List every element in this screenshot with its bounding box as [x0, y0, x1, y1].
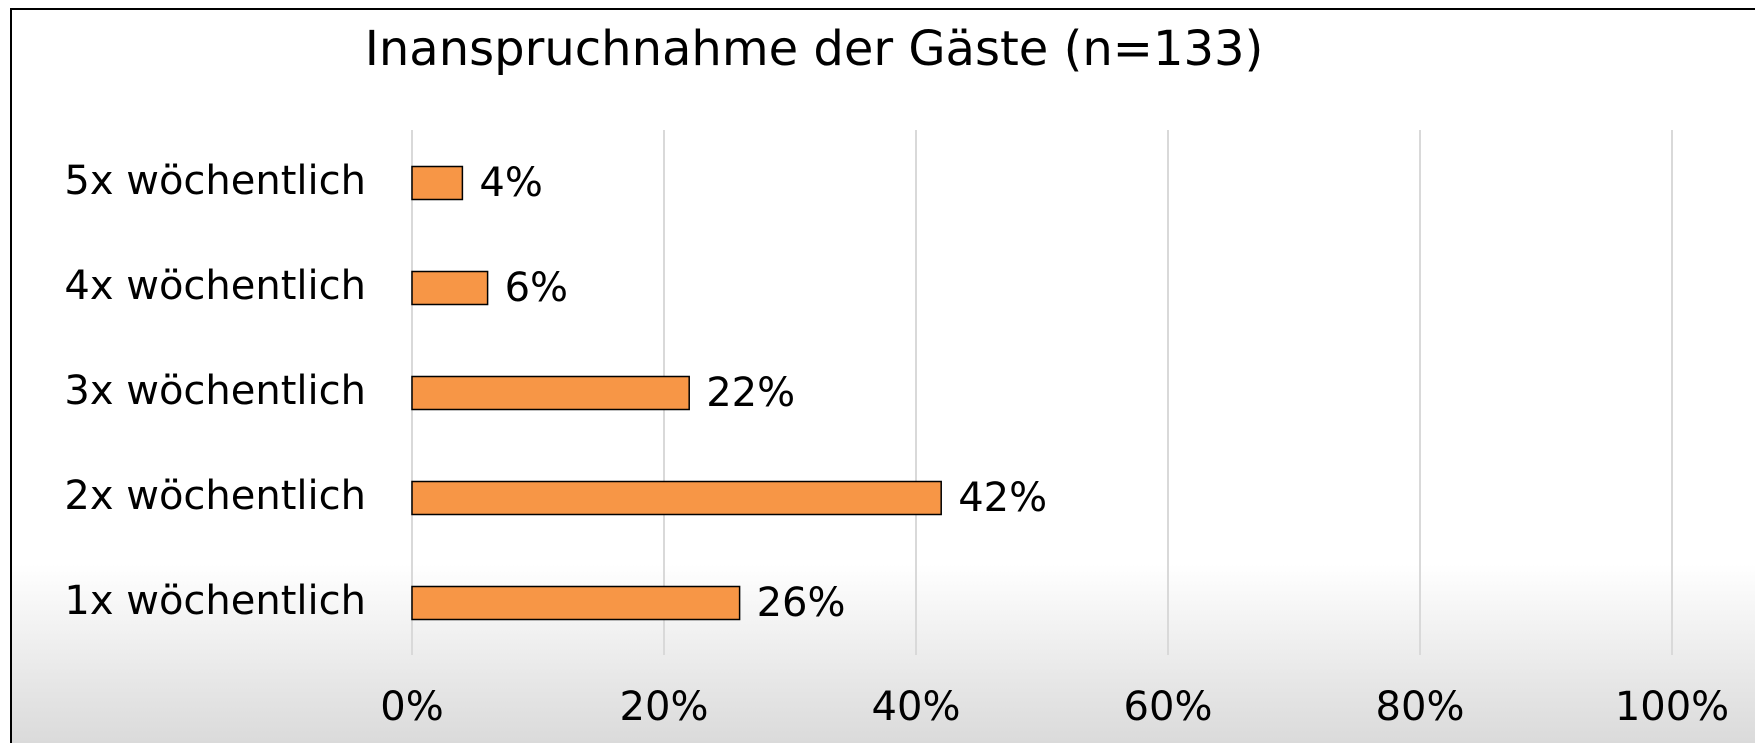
data-label: 22%: [706, 370, 795, 416]
bar: [411, 585, 741, 621]
x-tick-label: 0%: [380, 684, 443, 730]
y-tick-label: 1x wöchentlich: [64, 578, 366, 624]
bar: [411, 270, 489, 306]
x-tick-label: 60%: [1124, 684, 1213, 730]
data-label: 42%: [958, 475, 1047, 521]
bar: [411, 480, 942, 516]
x-tick-label: 80%: [1376, 684, 1465, 730]
x-tick-label: 40%: [872, 684, 961, 730]
data-label: 6%: [505, 265, 568, 311]
y-tick-label: 2x wöchentlich: [64, 473, 366, 519]
bar: [411, 165, 464, 201]
chart-frame: [10, 8, 1755, 747]
bar: [411, 375, 690, 411]
y-tick-label: 4x wöchentlich: [64, 263, 366, 309]
y-tick-label: 3x wöchentlich: [64, 368, 366, 414]
x-tick-label: 100%: [1615, 684, 1729, 730]
chart-title: Inanspruchnahme der Gäste (n=133): [365, 21, 1264, 77]
data-label: 26%: [757, 580, 846, 626]
x-tick-label: 20%: [620, 684, 709, 730]
data-label: 4%: [479, 160, 542, 206]
y-tick-label: 5x wöchentlich: [64, 158, 366, 204]
